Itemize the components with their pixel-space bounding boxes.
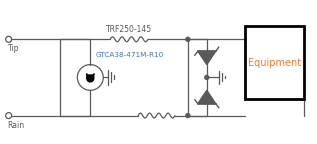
Polygon shape <box>198 90 216 104</box>
Circle shape <box>87 75 94 82</box>
Text: Equipment: Equipment <box>248 58 301 68</box>
Circle shape <box>186 37 190 41</box>
Text: Rain: Rain <box>8 121 25 129</box>
Bar <box>245 26 304 99</box>
Circle shape <box>205 75 209 79</box>
Text: Tip: Tip <box>8 44 19 53</box>
Circle shape <box>186 114 190 118</box>
Text: TRF250-145: TRF250-145 <box>106 25 152 34</box>
Polygon shape <box>198 51 216 65</box>
Text: GTCA38-471M-R10: GTCA38-471M-R10 <box>95 52 164 58</box>
